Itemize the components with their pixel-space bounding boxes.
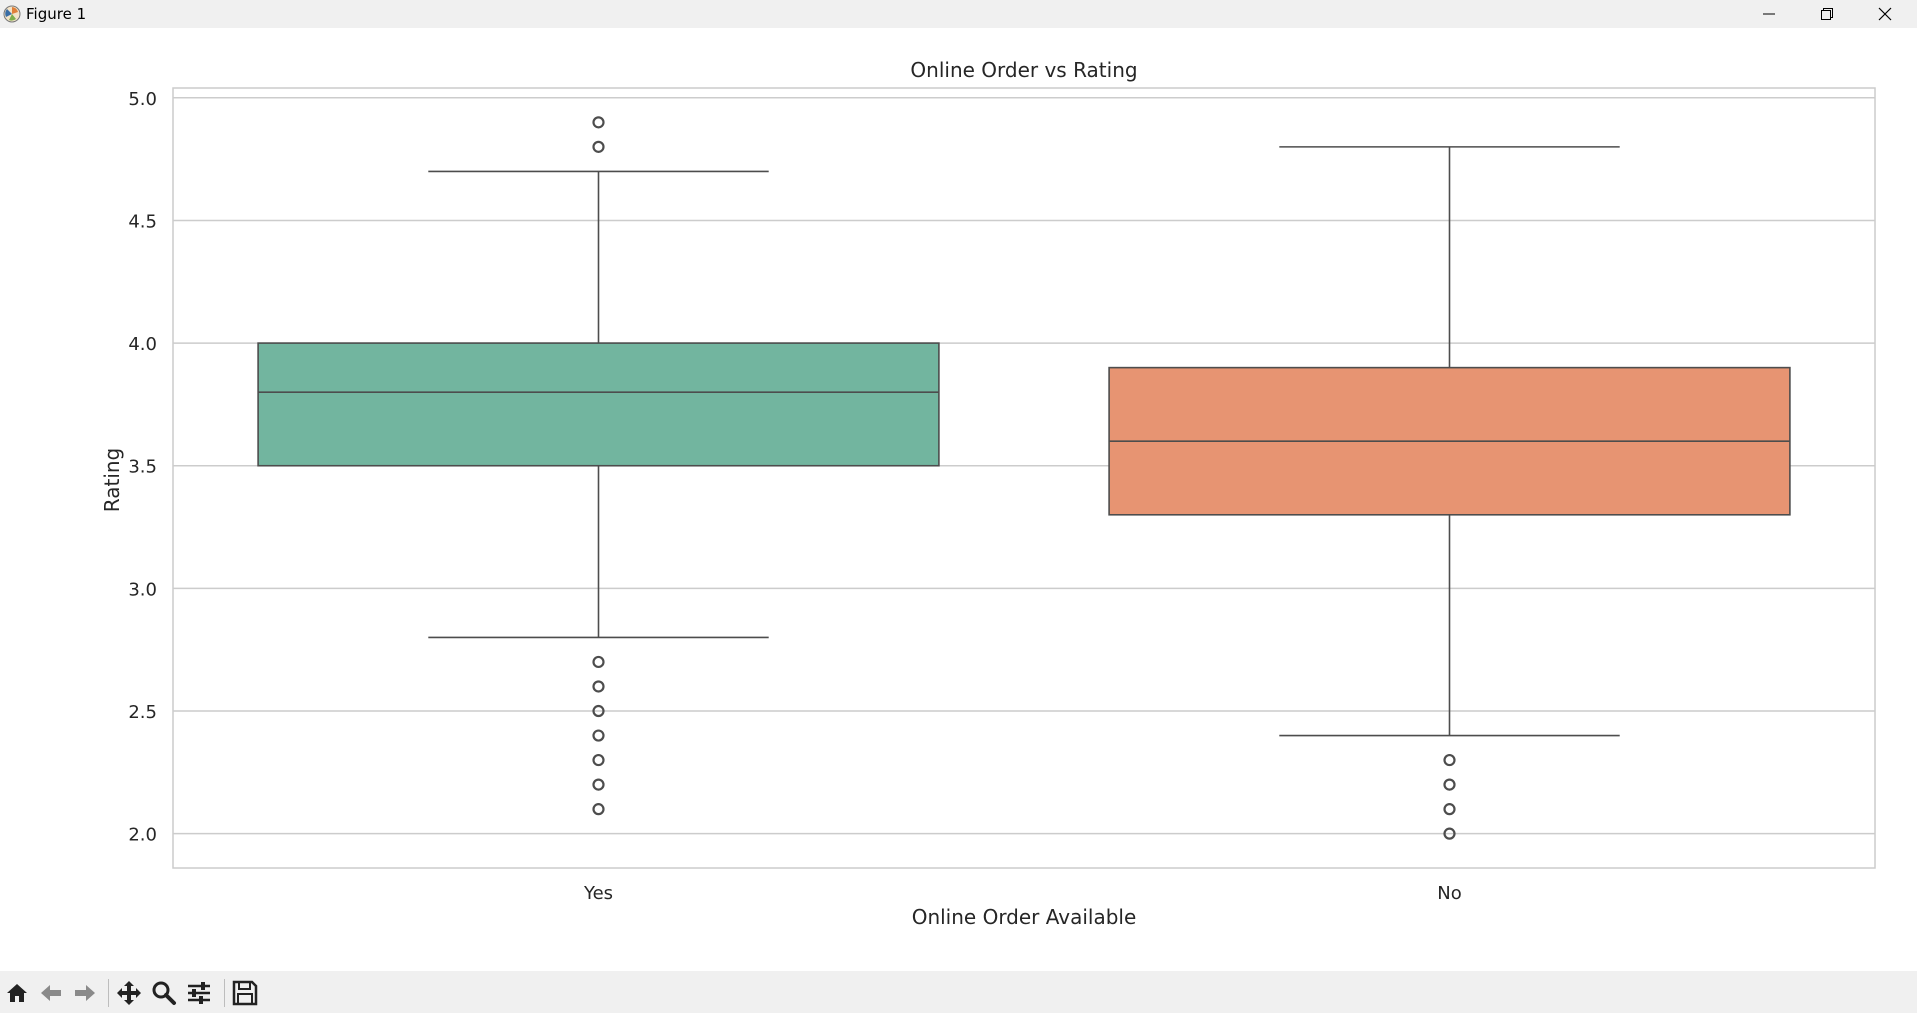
forward-button[interactable] xyxy=(70,978,100,1008)
sliders-icon xyxy=(188,982,210,1004)
save-button[interactable] xyxy=(230,978,260,1008)
x-axis-label: Online Order Available xyxy=(912,905,1137,929)
chart-title: Online Order vs Rating xyxy=(910,58,1137,82)
y-tick-label: 2.5 xyxy=(128,702,157,723)
pan-button[interactable] xyxy=(114,978,144,1008)
close-icon xyxy=(1878,7,1892,21)
outlier-point xyxy=(1443,827,1456,840)
outlier-point xyxy=(592,680,605,693)
y-tick-label: 4.0 xyxy=(128,334,157,355)
outlier-point xyxy=(592,778,605,791)
box-plot-chart: Online Order vs Rating 2.0 2.5 3.0 3.5 4.0 4.… xyxy=(100,58,1876,929)
iqr-box xyxy=(257,342,940,467)
home-button[interactable] xyxy=(2,978,32,1008)
outlier-point xyxy=(592,753,605,767)
zoom-button[interactable] xyxy=(149,978,179,1008)
matplotlib-icon xyxy=(3,5,21,23)
arrow-right-icon xyxy=(75,985,95,1001)
window-titlebar: Figure 1 xyxy=(0,0,1917,28)
home-icon xyxy=(7,984,27,1002)
y-axis-label: Rating xyxy=(100,448,124,512)
outlier-point xyxy=(592,140,605,153)
figure-canvas[interactable]: Online Order vs Rating 2.0 2.5 3.0 3.5 4.0 4.… xyxy=(0,28,1917,971)
box-group-yes xyxy=(257,116,940,816)
box-group-no xyxy=(1108,146,1791,840)
y-tick-label: 3.0 xyxy=(128,579,157,600)
outlier-point xyxy=(592,704,605,718)
navigation-toolbar xyxy=(0,971,1917,1013)
floppy-disk-icon xyxy=(232,980,258,1006)
outlier-point xyxy=(1443,803,1456,816)
configure-subplots-button[interactable] xyxy=(184,978,214,1008)
close-button[interactable] xyxy=(1856,0,1914,28)
maximize-icon xyxy=(1821,8,1833,20)
y-tick-label: 2.0 xyxy=(128,825,157,846)
toolbar-separator xyxy=(224,979,225,1007)
back-button[interactable] xyxy=(36,978,66,1008)
minimize-button[interactable] xyxy=(1740,0,1798,28)
outlier-point xyxy=(1443,753,1456,767)
move-icon xyxy=(117,981,141,1005)
outlier-point xyxy=(592,655,605,669)
x-tick-label: Yes xyxy=(583,883,613,904)
y-tick-label: 5.0 xyxy=(128,89,157,110)
magnifier-icon xyxy=(152,981,176,1005)
y-tick-label: 4.5 xyxy=(128,211,157,232)
outlier-point xyxy=(1443,778,1456,791)
x-tick-label: No xyxy=(1437,883,1461,904)
toolbar-separator xyxy=(108,979,109,1007)
outlier-point xyxy=(592,729,605,742)
outlier-point xyxy=(592,803,605,816)
outlier-point xyxy=(592,116,605,129)
arrow-left-icon xyxy=(41,985,61,1001)
minimize-icon xyxy=(1763,13,1775,15)
y-tick-label: 3.5 xyxy=(128,457,157,478)
window-title: Figure 1 xyxy=(26,5,87,23)
maximize-button[interactable] xyxy=(1798,0,1856,28)
